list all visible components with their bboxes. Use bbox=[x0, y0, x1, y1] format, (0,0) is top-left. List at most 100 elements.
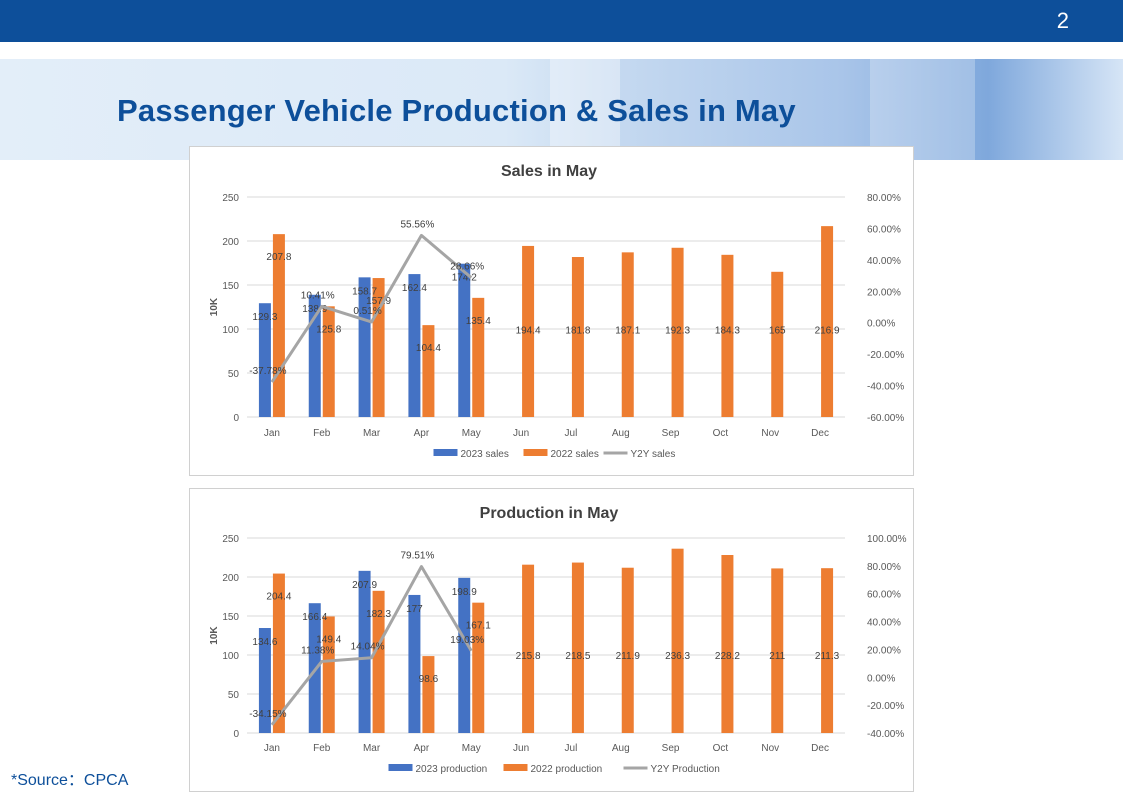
line-data-label: 0.51% bbox=[353, 306, 381, 317]
legend-swatch bbox=[433, 449, 458, 456]
data-label: 181.8 bbox=[565, 325, 590, 336]
x-tick-label: Jul bbox=[565, 743, 578, 754]
line-data-label: 19.03% bbox=[450, 635, 484, 646]
data-label: 104.4 bbox=[416, 343, 441, 354]
data-label: 216.9 bbox=[815, 325, 840, 336]
bar-2023-sales bbox=[408, 274, 421, 417]
data-label: 204.4 bbox=[266, 592, 291, 603]
line-data-label: 28.66% bbox=[450, 262, 484, 273]
y2-tick-label: 80.00% bbox=[867, 562, 901, 573]
bar-2023-sales bbox=[308, 294, 321, 417]
bar-2022-sales bbox=[422, 325, 435, 417]
bar-2022-production bbox=[422, 656, 435, 733]
legend-label: 2023 production bbox=[416, 764, 488, 775]
x-tick-label: Mar bbox=[363, 428, 381, 439]
bar-2022-sales bbox=[821, 226, 834, 417]
x-tick-label: Sep bbox=[662, 743, 680, 754]
legend-swatch bbox=[503, 764, 528, 771]
data-label: 187.1 bbox=[615, 325, 640, 336]
data-label: 177 bbox=[406, 604, 423, 615]
bar-2023-sales bbox=[258, 303, 271, 417]
line-data-label: -34.15% bbox=[249, 709, 286, 720]
data-label: 174.2 bbox=[452, 273, 477, 284]
line-y2y-sales bbox=[270, 233, 473, 383]
page-number: 2 bbox=[1056, 8, 1069, 33]
line-data-label: 55.56% bbox=[400, 219, 434, 230]
bar-2022-production bbox=[621, 567, 634, 733]
x-tick-label: Apr bbox=[414, 743, 430, 754]
y2-tick-label: 20.00% bbox=[867, 287, 901, 298]
x-tick-label: Feb bbox=[313, 743, 331, 754]
x-tick-label: Mar bbox=[363, 743, 381, 754]
data-label: 134.6 bbox=[252, 637, 277, 648]
data-label: 184.3 bbox=[715, 325, 740, 336]
x-tick-label: Apr bbox=[414, 428, 430, 439]
y-axis-title: 10K bbox=[209, 626, 220, 645]
y2-tick-label: 20.00% bbox=[867, 645, 901, 656]
x-tick-label: Nov bbox=[761, 743, 779, 754]
y-tick-label: 100 bbox=[222, 325, 239, 336]
data-label: 125.8 bbox=[316, 324, 341, 335]
y-tick-label: 200 bbox=[222, 237, 239, 248]
sales-chart-svg: Sales in May 0 50 100 150 200 250 -60.00% -40.00… bbox=[209, 163, 904, 460]
banner-decoration bbox=[870, 59, 975, 160]
data-label: 157.9 bbox=[366, 296, 391, 307]
bar-2022-sales bbox=[721, 254, 734, 417]
x-tick-label: Jul bbox=[565, 428, 578, 439]
x-tick-label: Feb bbox=[313, 428, 331, 439]
x-tick-label: Dec bbox=[811, 743, 829, 754]
data-label: 192.3 bbox=[665, 325, 690, 336]
x-tick-label: Sep bbox=[662, 428, 680, 439]
bar-2022-production bbox=[671, 548, 684, 733]
data-label: 98.6 bbox=[419, 674, 439, 685]
data-label: 215.8 bbox=[516, 651, 541, 662]
y-tick-label: 250 bbox=[222, 534, 239, 545]
data-label: 211.9 bbox=[616, 651, 641, 662]
data-label: 162.4 bbox=[402, 283, 427, 294]
bar-2022-production bbox=[821, 568, 834, 733]
chart-title: Sales in May bbox=[501, 163, 597, 180]
y-tick-label: 150 bbox=[222, 281, 239, 292]
y-tick-label: 200 bbox=[222, 573, 239, 584]
y-tick-label: 50 bbox=[228, 369, 240, 380]
bar-2022-sales bbox=[671, 247, 684, 417]
line-data-label: 79.51% bbox=[400, 551, 434, 562]
bar-2022-production bbox=[522, 564, 535, 733]
y2-tick-label: -60.00% bbox=[867, 413, 904, 424]
bar-2023-production bbox=[358, 570, 371, 733]
title-banner bbox=[0, 59, 1123, 160]
bar-2022-sales bbox=[272, 234, 285, 417]
data-label: 218.5 bbox=[565, 651, 590, 662]
bar-2023-production bbox=[458, 577, 471, 733]
y2-tick-label: -20.00% bbox=[867, 350, 904, 361]
legend-label: Y2Y sales bbox=[631, 449, 676, 460]
data-label: 138.9 bbox=[302, 304, 327, 315]
y-tick-label: 0 bbox=[233, 729, 239, 740]
y2-tick-label: 100.00% bbox=[867, 534, 907, 545]
y2-tick-label: 80.00% bbox=[867, 193, 901, 204]
legend-swatch bbox=[388, 764, 413, 771]
data-label: 228.2 bbox=[715, 651, 740, 662]
y2-tick-label: 40.00% bbox=[867, 256, 901, 267]
legend-swatch bbox=[523, 449, 548, 456]
legend-label: 2022 production bbox=[531, 764, 603, 775]
bar-2022-production bbox=[721, 555, 734, 733]
y-tick-label: 0 bbox=[233, 413, 239, 424]
production-chart: Production in May 0 50 100 150 200 250 -40.00% -… bbox=[189, 488, 914, 792]
legend-label: Y2Y Production bbox=[651, 764, 720, 775]
y-tick-label: 100 bbox=[222, 651, 239, 662]
production-chart-svg: Production in May 0 50 100 150 200 250 -40.00% -… bbox=[209, 505, 907, 775]
x-tick-label: Aug bbox=[612, 428, 630, 439]
x-tick-label: Jan bbox=[264, 428, 280, 439]
bar-2022-sales bbox=[322, 306, 335, 417]
data-label: 194.4 bbox=[516, 325, 541, 336]
bar-2022-sales bbox=[522, 245, 535, 417]
bar-2023-sales bbox=[458, 263, 471, 417]
data-label: 135.4 bbox=[466, 316, 491, 327]
data-label: 236.3 bbox=[665, 651, 690, 662]
x-tick-label: Dec bbox=[811, 428, 829, 439]
y2-tick-label: -40.00% bbox=[867, 382, 904, 393]
y2-tick-label: 40.00% bbox=[867, 618, 901, 629]
bar-2022-sales bbox=[472, 297, 485, 417]
x-tick-label: Oct bbox=[713, 428, 729, 439]
